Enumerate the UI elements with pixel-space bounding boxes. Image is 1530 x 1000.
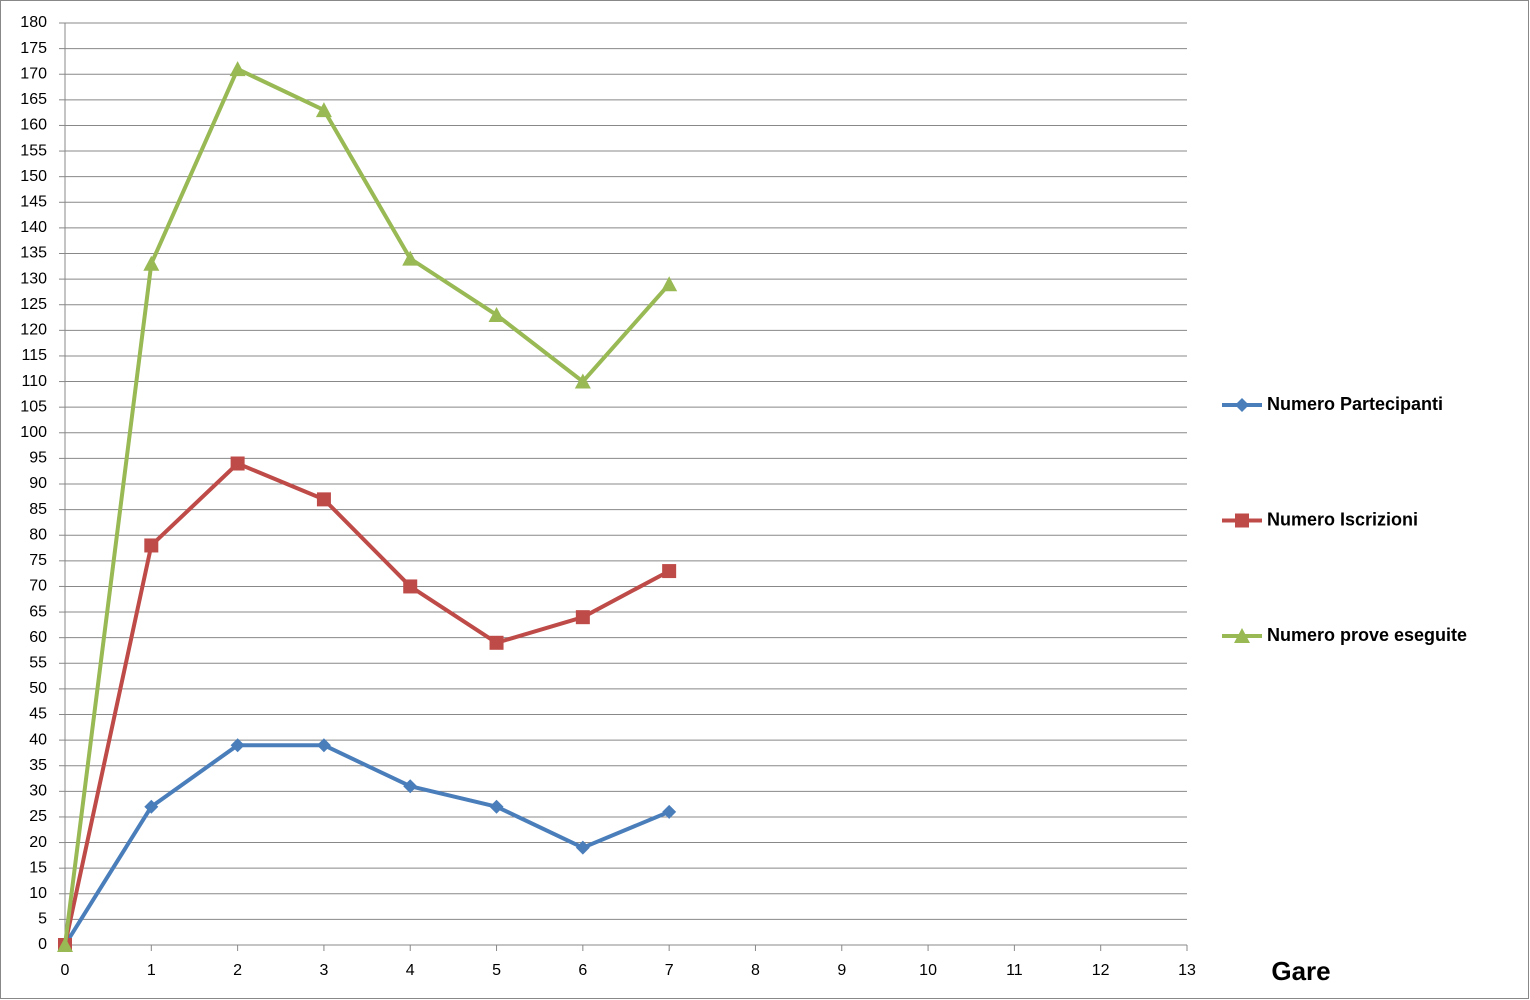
marker: [143, 255, 160, 271]
marker: [489, 799, 504, 814]
y-tick-label: 65: [29, 603, 47, 620]
y-tick-label: 25: [29, 808, 47, 825]
y-tick-label: 145: [20, 193, 47, 210]
y-tick-label: 0: [38, 936, 47, 953]
marker: [575, 840, 590, 855]
y-tick-label: 40: [29, 731, 47, 748]
y-tick-label: 110: [21, 373, 47, 390]
x-axis-label: Gare: [1271, 956, 1330, 986]
y-tick-label: 135: [20, 245, 47, 262]
x-tick-label: 2: [233, 962, 242, 979]
marker: [144, 538, 159, 553]
marker: [315, 102, 332, 118]
marker: [1235, 513, 1249, 528]
y-tick-label: 5: [38, 911, 47, 928]
y-tick-label: 120: [20, 322, 47, 339]
y-tick-label: 180: [20, 14, 47, 31]
y-tick-label: 50: [29, 680, 47, 697]
y-tick-label: 55: [29, 654, 47, 671]
y-tick-label: 60: [29, 629, 47, 646]
x-tick-label: 5: [492, 962, 501, 979]
x-tick-label: 7: [665, 962, 674, 979]
y-tick-label: 165: [20, 91, 47, 108]
y-tick-label: 20: [29, 834, 47, 851]
y-tick-label: 70: [29, 578, 47, 595]
y-tick-label: 160: [20, 117, 47, 134]
x-tick-label: 12: [1092, 962, 1110, 979]
y-tick-label: 105: [20, 398, 47, 415]
x-tick-label: 8: [751, 962, 760, 979]
marker: [574, 373, 591, 389]
marker: [1234, 628, 1250, 643]
y-tick-label: 130: [20, 270, 47, 287]
x-tick-label: 11: [1006, 962, 1023, 979]
marker: [230, 738, 245, 753]
marker: [575, 610, 590, 625]
legend-label: Numero prove eseguite: [1267, 625, 1467, 645]
y-tick-label: 175: [20, 40, 47, 57]
marker: [1235, 398, 1249, 412]
y-tick-label: 35: [29, 757, 47, 774]
x-tick-label: 13: [1178, 962, 1196, 979]
marker: [230, 456, 245, 471]
y-tick-label: 75: [29, 552, 47, 569]
y-tick-label: 155: [20, 142, 47, 159]
x-tick-label: 4: [406, 962, 415, 979]
marker: [316, 492, 331, 507]
x-tick-label: 6: [578, 962, 587, 979]
x-tick-label: 3: [319, 962, 328, 979]
y-tick-label: 115: [21, 347, 47, 364]
y-tick-label: 95: [29, 450, 47, 467]
x-tick-label: 1: [147, 962, 156, 979]
marker: [403, 579, 418, 594]
y-tick-label: 30: [29, 783, 47, 800]
y-tick-label: 170: [20, 65, 47, 82]
legend-label: Numero Iscrizioni: [1267, 509, 1418, 529]
y-tick-label: 150: [20, 168, 47, 185]
y-tick-label: 90: [29, 475, 47, 492]
marker: [403, 779, 418, 794]
y-tick-label: 80: [29, 526, 47, 543]
marker: [488, 306, 505, 322]
legend-label: Numero Partecipanti: [1267, 394, 1443, 414]
x-tick-label: 9: [837, 962, 846, 979]
marker: [144, 799, 159, 814]
marker: [402, 250, 419, 266]
x-tick-label: 10: [919, 962, 937, 979]
marker: [489, 635, 504, 650]
marker: [661, 276, 678, 292]
series-line: [63, 461, 671, 946]
y-tick-label: 85: [29, 501, 47, 518]
marker: [229, 61, 246, 77]
marker: [662, 804, 677, 819]
series-line: [63, 743, 670, 947]
x-tick-label: 0: [61, 962, 70, 979]
y-tick-label: 100: [20, 424, 47, 441]
series-line: [63, 67, 671, 946]
marker: [57, 937, 73, 952]
y-tick-label: 10: [29, 885, 47, 902]
y-tick-label: 125: [20, 296, 47, 313]
y-tick-label: 140: [20, 219, 47, 236]
y-tick-label: 45: [29, 706, 47, 723]
marker: [662, 564, 677, 579]
y-tick-label: 15: [29, 859, 47, 876]
marker: [316, 738, 331, 753]
